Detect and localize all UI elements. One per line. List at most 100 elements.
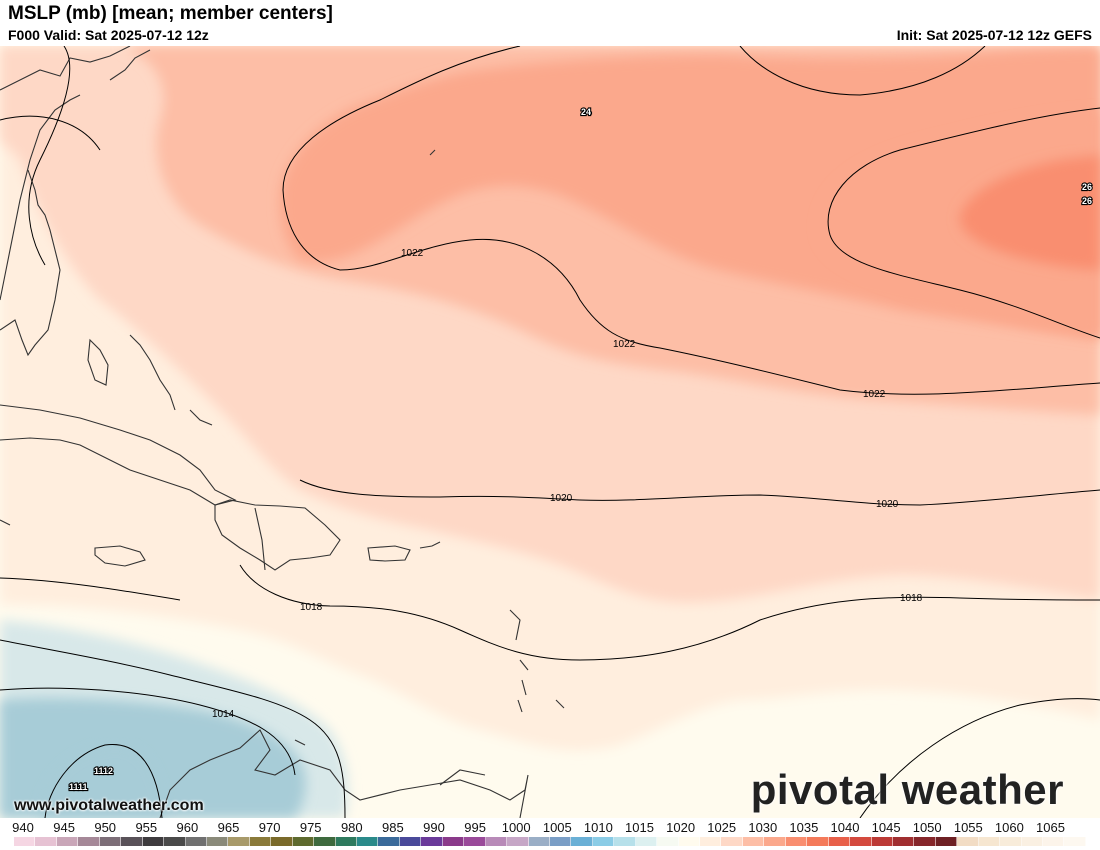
scale-tick-label: 955 [135,820,158,835]
center-label: 24 [581,107,591,117]
scale-tick-label: 1025 [707,820,737,835]
color-swatch [292,837,315,846]
color-swatch [785,837,808,846]
center-label: 1111 [69,782,88,792]
color-swatch [464,837,486,846]
scale-tick-label: 945 [53,820,75,835]
color-swatch [571,837,593,846]
scale-tick-label: 1010 [583,820,613,835]
color-swatch [807,837,829,846]
color-swatch [228,837,250,846]
color-swatch [378,837,400,846]
scale-tick-label: 1020 [666,820,696,835]
color-swatch [99,837,122,846]
color-swatch [35,837,57,846]
map-header: MSLP (mb) [mean; member centers] F000 Va… [0,0,1100,46]
color-swatch [871,837,893,846]
fill-1012-core [40,744,165,818]
contour-label: 1014 [212,709,235,720]
contour-label: 1020 [550,493,573,504]
color-scale-bar [14,837,1086,846]
color-swatch [978,837,1001,846]
contour-label: 1020 [876,499,899,510]
pressure-map: 1022 1022 1022 1020 1020 1018 1018 1014 … [0,46,1100,818]
color-swatch [721,837,743,846]
contour-label: 1018 [300,602,323,613]
contour-label: 1022 [863,389,886,400]
color-swatch [121,837,143,846]
scale-tick-label: 990 [423,820,445,835]
color-swatch [185,837,207,846]
color-swatch [399,837,422,846]
coastlines [0,46,565,818]
color-swatch [1064,837,1086,846]
map-title: MSLP (mb) [mean; member centers] [8,3,333,24]
color-swatch [914,837,936,846]
scale-tick-label: 1050 [912,820,942,835]
color-swatch [357,837,379,846]
color-swatch [485,837,508,846]
init-time: Init: Sat 2025-07-12 12z GEFS [896,27,1092,43]
scale-tick-labels: 940 945 950 955 960 965 970 975 980 985 990 995 1000… [0,818,1100,836]
color-swatch [206,837,229,846]
color-swatch [164,837,186,846]
color-swatch [142,837,165,846]
color-swatch [657,837,679,846]
scale-tick-label: 1060 [994,820,1024,835]
scale-tick-label: 1055 [953,820,983,835]
website-watermark: www.pivotalweather.com [14,797,204,814]
center-label: 26 [1082,196,1092,206]
color-swatch [1000,837,1022,846]
contour-label: 1022 [401,248,424,259]
center-label: 1112 [94,766,113,776]
fill-1026 [959,155,1100,270]
scale-tick-label: 960 [176,820,199,835]
color-swatch [742,837,765,846]
color-swatch [828,837,851,846]
color-swatch [635,837,658,846]
contour-label: 1018 [900,593,923,604]
color-swatch [314,837,336,846]
contour-labels: 1022 1022 1022 1020 1020 1018 1018 1014 [212,248,923,720]
color-swatch [892,837,915,846]
color-swatch [507,837,529,846]
color-swatch [271,837,293,846]
color-swatch [935,837,958,846]
brand-logo: pivotal weather [751,766,1064,814]
color-swatch [249,837,272,846]
scale-tick-label: 985 [382,820,404,835]
scale-tick-label: 950 [94,820,117,835]
color-swatch [700,837,722,846]
valid-time: F000 Valid: Sat 2025-07-12 12z [8,27,209,43]
color-swatch [764,837,786,846]
scale-tick-label: 1035 [789,820,819,835]
scale-tick-label: 1000 [501,820,531,835]
scale-tick-label: 1045 [871,820,901,835]
color-swatch [335,837,357,846]
color-swatch [56,837,79,846]
scale-tick-label: 1015 [625,820,654,835]
pressure-fill [0,46,1100,818]
scale-tick-label: 1005 [542,820,572,835]
color-swatch [1021,837,1043,846]
color-swatch [614,837,636,846]
scale-tick-label: 1030 [748,820,778,835]
color-swatch [592,837,615,846]
scale-tick-label: 980 [340,820,363,835]
scale-tick-label: 1040 [830,820,860,835]
contour-label: 1022 [613,339,636,350]
scale-tick-label: 995 [464,820,486,835]
scale-tick-label: 965 [217,820,240,835]
scale-tick-label: 975 [299,820,322,835]
color-swatch [14,837,36,846]
scale-tick-label: 970 [258,820,281,835]
center-label: 26 [1082,182,1092,192]
scale-tick-label: 940 [12,820,34,835]
brand-text: pivotal weather [750,766,1064,813]
color-swatch [549,837,572,846]
member-centers: 24 26 26 1112 1111 [68,106,1093,793]
color-swatch [957,837,979,846]
scale-tick-label: 1065 [1036,820,1065,835]
color-swatch [78,837,100,846]
color-swatch [850,837,872,846]
